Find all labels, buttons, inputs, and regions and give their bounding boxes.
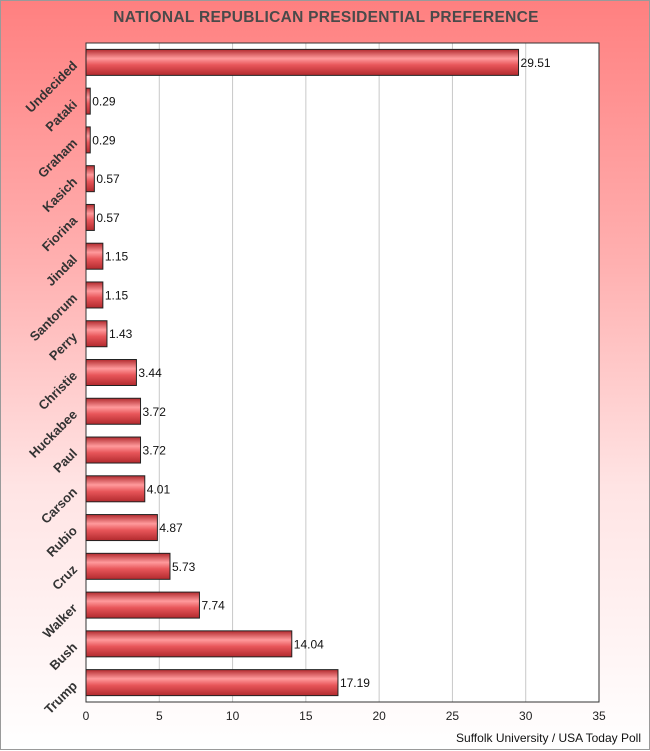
value-label-christie: 3.44 (138, 366, 162, 380)
x-tick-label-25: 25 (446, 709, 460, 723)
value-label-kasich: 0.57 (96, 172, 120, 186)
value-label-bush: 14.04 (294, 637, 324, 651)
value-label-jindal: 1.15 (105, 250, 129, 264)
bar-carson (85, 475, 146, 503)
value-label-graham: 0.29 (92, 133, 116, 147)
bar-graham (85, 126, 91, 154)
bar-pataki (85, 87, 91, 115)
category-label-bush: Bush (47, 639, 81, 673)
bar-huckabee (85, 397, 142, 425)
bar-trump (85, 669, 339, 697)
bar-kasich (85, 165, 95, 193)
category-label-perry: Perry (46, 329, 81, 364)
category-label-cruz: Cruz (49, 561, 80, 592)
x-tick-label-35: 35 (592, 709, 606, 723)
bar-rubio (85, 514, 158, 542)
category-label-walker: Walker (40, 601, 80, 641)
bar-bush (85, 630, 293, 658)
x-tick-label-20: 20 (372, 709, 386, 723)
bar-fiorina (85, 203, 95, 231)
bar-undecided (85, 48, 520, 76)
value-label-walker: 7.74 (201, 599, 225, 613)
value-label-trump: 17.19 (340, 676, 370, 690)
value-label-pataki: 0.29 (92, 95, 116, 109)
bar-santorum (85, 281, 104, 309)
value-label-rubio: 4.87 (159, 521, 183, 535)
value-label-carson: 4.01 (147, 482, 171, 496)
bar-perry (85, 320, 108, 348)
value-label-cruz: 5.73 (172, 560, 196, 574)
value-label-santorum: 1.15 (105, 288, 129, 302)
category-label-graham: Graham (35, 135, 80, 180)
x-tick-label-5: 5 (156, 709, 163, 723)
chart-title: NATIONAL REPUBLICAN PRESIDENTIAL PREFERE… (113, 9, 539, 26)
x-tick-label-30: 30 (519, 709, 533, 723)
category-label-fiorina: Fiorina (39, 212, 81, 254)
chart-source: Suffolk University / USA Today Poll (456, 731, 641, 745)
category-label-pataki: Pataki (42, 97, 80, 135)
category-label-jindal: Jindal (43, 252, 80, 289)
category-label-carson: Carson (38, 484, 80, 526)
x-tick-label-0: 0 (83, 709, 90, 723)
bar-walker (85, 591, 200, 619)
value-label-undecided: 29.51 (521, 56, 551, 70)
bar-cruz (85, 552, 171, 580)
value-label-paul: 3.72 (143, 444, 167, 458)
category-label-paul: Paul (50, 446, 80, 476)
x-tick-label-15: 15 (299, 709, 313, 723)
category-label-christie: Christie (35, 368, 80, 413)
category-label-trump: Trump (41, 678, 80, 717)
value-label-perry: 1.43 (109, 327, 133, 341)
category-label-rubio: Rubio (43, 523, 80, 560)
bar-paul (85, 436, 142, 464)
x-tick-label-10: 10 (226, 709, 240, 723)
value-label-huckabee: 3.72 (143, 405, 167, 419)
bar-christie (85, 359, 137, 386)
bar-jindal (85, 242, 104, 270)
value-label-fiorina: 0.57 (96, 211, 120, 225)
